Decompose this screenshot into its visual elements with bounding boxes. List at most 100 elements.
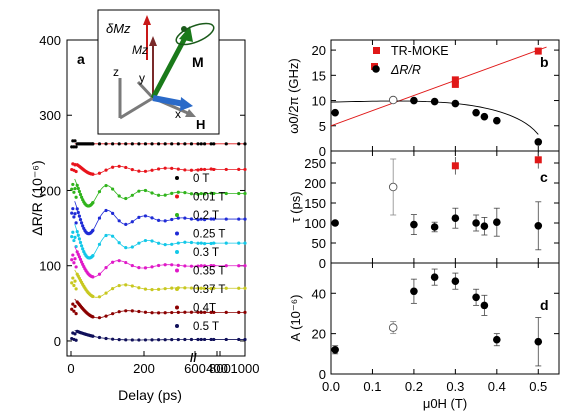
data-point <box>79 195 84 199</box>
data-point <box>73 139 77 143</box>
data-point <box>199 167 203 171</box>
inset-diagram: x y z δMz Mz M H <box>97 9 220 135</box>
data-point <box>237 264 241 268</box>
legend-marker <box>175 305 179 310</box>
data-point <box>72 238 76 243</box>
data-point <box>111 187 115 191</box>
legend-marker <box>175 268 179 273</box>
data-point <box>97 142 102 146</box>
data-point <box>224 142 228 146</box>
data-point <box>472 108 480 117</box>
data-point <box>73 279 77 283</box>
data-point <box>157 338 161 342</box>
data-point <box>199 191 203 196</box>
data-point <box>183 286 187 290</box>
data-point <box>170 242 174 246</box>
data-point <box>176 241 180 245</box>
data-point <box>75 207 79 211</box>
data-point <box>176 216 180 220</box>
data-point <box>78 218 83 222</box>
data-point <box>163 142 167 146</box>
data-point <box>74 221 78 225</box>
data-point <box>224 337 228 342</box>
data-point <box>202 264 207 268</box>
data-point <box>97 190 102 194</box>
data-point <box>410 220 418 229</box>
data-point <box>163 219 167 223</box>
data-point <box>170 310 174 315</box>
data-point <box>183 142 187 146</box>
data-point <box>243 167 247 172</box>
data-point <box>78 257 83 262</box>
data-point <box>410 287 418 296</box>
panel-d-x-label: μ0H (T) <box>423 396 467 411</box>
inset-y-label: y <box>139 71 145 85</box>
inset-precession-orbit <box>175 22 215 46</box>
panel-a-letter: a <box>77 51 85 67</box>
data-point <box>163 311 167 315</box>
panel-a-x-label: Delay (ps) <box>118 387 182 403</box>
data-point <box>74 145 78 149</box>
x-tick-label: 200 <box>133 361 155 376</box>
data-point <box>189 168 194 172</box>
data-point <box>212 167 216 172</box>
data-point <box>430 223 439 231</box>
data-point <box>212 310 216 314</box>
data-point <box>243 337 247 342</box>
y-tick-label: 100 <box>39 259 61 274</box>
data-point <box>189 286 194 290</box>
data-point <box>243 286 247 290</box>
y-tick-label: 20 <box>312 327 326 342</box>
data-point <box>76 233 80 237</box>
data-point <box>150 168 154 172</box>
inset-h-arrow <box>152 95 185 107</box>
y-tick-label: 150 <box>304 196 326 211</box>
data-point <box>209 191 213 195</box>
data-point <box>117 219 121 223</box>
data-point <box>224 310 228 314</box>
data-point <box>534 222 543 230</box>
data-point <box>130 338 134 342</box>
data-point <box>196 192 200 196</box>
data-point <box>104 291 108 295</box>
data-point <box>196 264 200 268</box>
data-point <box>70 235 74 239</box>
data-point <box>130 167 134 172</box>
data-point <box>77 214 81 218</box>
x-tick-label: 0.5 <box>529 379 547 394</box>
data-point <box>97 242 102 246</box>
data-point <box>130 245 134 249</box>
panel-d-plot: 0 20 40 <box>312 263 559 382</box>
data-point <box>117 142 121 146</box>
panel-d-x-ticks: 0.0 0.1 0.2 0.3 0.4 0.5 <box>322 379 547 394</box>
panel-a-y-ticks: 0 100 200 300 400 <box>39 33 245 349</box>
legend-marker-tr-moke <box>373 47 380 54</box>
data-point <box>130 309 134 313</box>
data-point <box>196 168 200 172</box>
data-point <box>71 230 75 234</box>
data-point <box>70 145 74 149</box>
data-point <box>91 172 95 176</box>
panel-a-legend: 0 T 0.01 T 0.2 T 0.25 T 0.3 T 0.35 T 0.37 T 0.4… <box>175 173 225 333</box>
data-point <box>163 263 167 267</box>
data-point <box>79 260 84 264</box>
data-point <box>209 217 213 221</box>
data-point <box>176 263 180 267</box>
data-point <box>209 286 213 291</box>
data-point <box>176 337 180 342</box>
data-point <box>189 240 194 245</box>
data-point <box>224 167 228 172</box>
data-point <box>212 286 216 290</box>
data-point <box>72 215 76 219</box>
data-point <box>451 214 460 222</box>
data-point <box>143 266 148 270</box>
data-point <box>130 284 134 288</box>
legend-label: 0.2 T <box>193 210 219 222</box>
data-point <box>157 142 161 146</box>
inset-mz-label: Mz <box>132 43 148 57</box>
panel-b-plot: 0 5 10 15 20 TR-MOKE ΔR/R <box>312 40 559 159</box>
data-point <box>124 283 128 287</box>
data-point <box>209 142 213 146</box>
data-point <box>480 301 489 310</box>
